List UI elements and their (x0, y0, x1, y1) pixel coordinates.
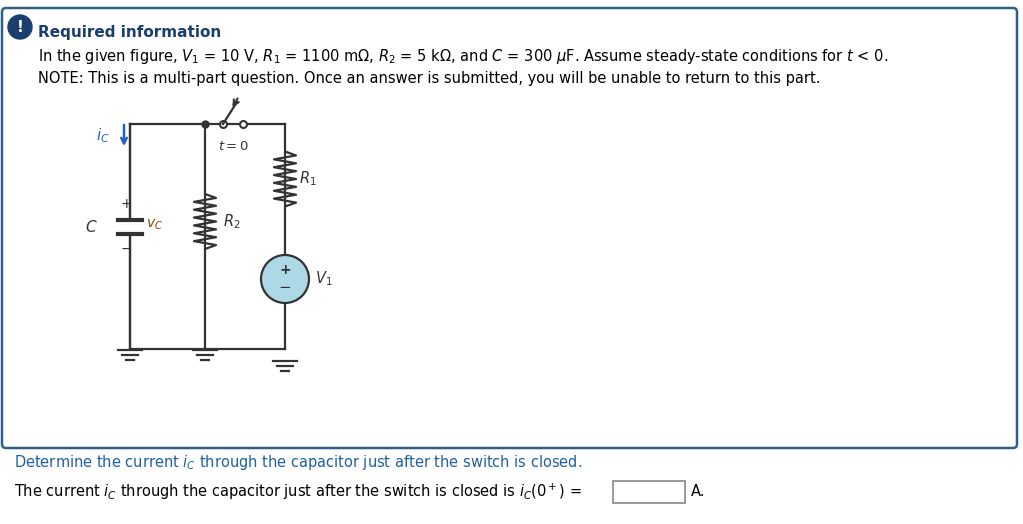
Text: In the given figure, $V_1$ = 10 V, $R_1$ = 1100 m$\Omega$, $R_2$ = 5 k$\Omega$, : In the given figure, $V_1$ = 10 V, $R_1$… (38, 48, 888, 67)
Text: $V_1$: $V_1$ (315, 270, 332, 288)
Circle shape (261, 255, 309, 303)
Text: A.: A. (691, 485, 706, 499)
Text: !: ! (16, 19, 24, 35)
Text: $R_2$: $R_2$ (223, 212, 240, 231)
Text: Determine the current $i_C$ through the capacitor just after the switch is close: Determine the current $i_C$ through the … (14, 453, 582, 472)
Text: $v_C$: $v_C$ (146, 217, 163, 232)
Text: $i_C$: $i_C$ (96, 126, 110, 145)
FancyBboxPatch shape (613, 481, 685, 503)
Circle shape (8, 15, 32, 39)
Text: −: − (278, 280, 292, 296)
Text: The current $i_C$ through the capacitor just after the switch is closed is $i_C(: The current $i_C$ through the capacitor … (14, 482, 582, 502)
Text: $t = 0$: $t = 0$ (218, 140, 249, 153)
FancyBboxPatch shape (2, 8, 1017, 448)
Text: −: − (120, 242, 132, 256)
Text: $C$: $C$ (85, 219, 98, 235)
Text: Required information: Required information (38, 25, 221, 39)
Text: NOTE: This is a multi-part question. Once an answer is submitted, you will be un: NOTE: This is a multi-part question. Onc… (38, 71, 820, 86)
Text: $R_1$: $R_1$ (299, 170, 317, 188)
Text: +: + (120, 198, 132, 212)
Text: +: + (279, 263, 291, 277)
